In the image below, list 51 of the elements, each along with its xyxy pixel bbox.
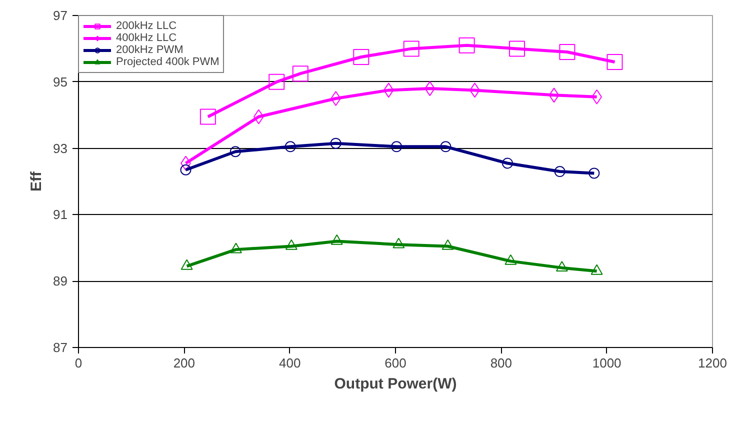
point [284,141,296,152]
point [556,260,568,272]
point [440,141,452,152]
x-tick-label: 1200 [698,356,727,370]
x-tick-label: 200 [173,356,196,370]
point [253,109,264,124]
y-tick-label: 97 [53,8,68,23]
x-tick-label: 400 [278,356,301,370]
x-tick-label: 800 [490,356,512,370]
point [442,239,454,250]
point [330,91,341,106]
point [458,37,475,54]
point [383,82,394,98]
point [548,88,560,103]
y-tick-label: 95 [53,74,68,90]
point [180,259,193,270]
point [230,242,242,254]
y-tick-label: 89 [53,274,68,289]
point [285,239,298,250]
y-axis-title: Eff [28,170,46,192]
y-tick-label: 93 [53,140,68,156]
point [268,74,285,90]
point [588,168,600,179]
point [554,166,566,178]
point [606,54,623,70]
point [590,264,603,275]
point [330,138,342,149]
x-tick-label: 0 [74,356,82,370]
legend-label: Projected 400k PWM [116,56,220,68]
point [330,234,343,245]
point [391,141,402,152]
x-tick-label: 600 [384,356,406,370]
point [353,49,370,65]
legend-label: 400kHz LLC [116,32,177,44]
point [504,254,517,265]
legend-label: 200kHz LLC [116,20,177,32]
y-tick-label: 87 [53,340,68,355]
point [509,40,526,57]
point [230,146,241,158]
point [392,238,405,248]
point [559,44,576,60]
x-tick-label: 1000 [592,356,622,370]
point [502,158,514,169]
point [424,81,436,96]
point [403,40,420,57]
point [292,66,308,82]
point [180,164,192,176]
legend-label: 200kHz PWM [116,44,184,56]
y-tick-label: 91 [53,207,68,222]
x-axis-title: Output Power(W) [334,376,457,392]
point [200,108,216,125]
